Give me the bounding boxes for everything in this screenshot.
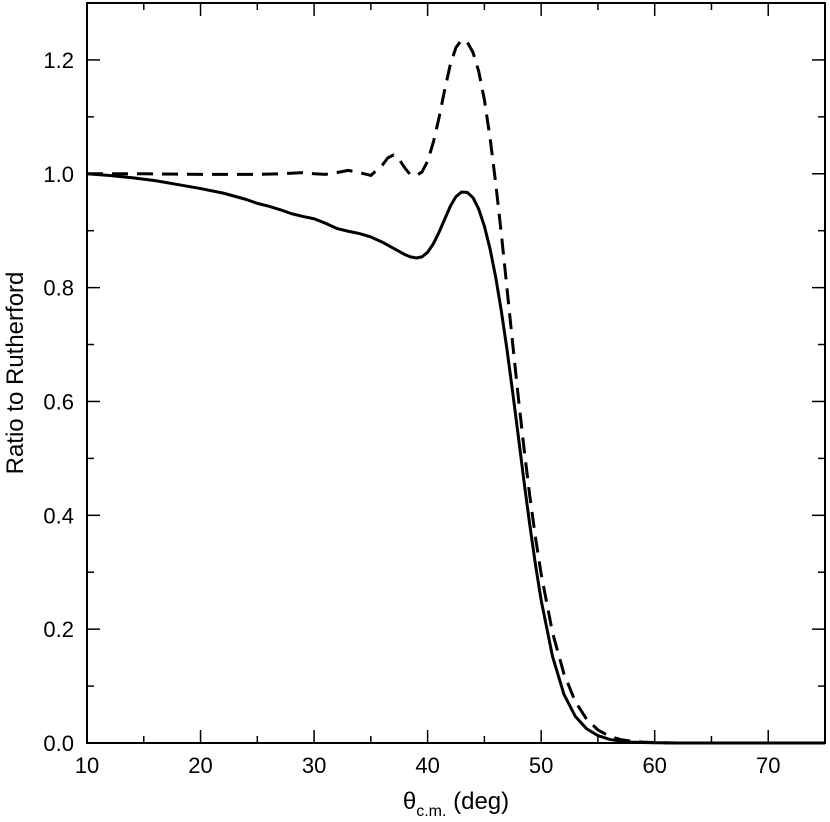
x-tick-label: 20 xyxy=(188,753,212,778)
minor-ticks xyxy=(87,2,826,743)
major-ticks xyxy=(86,3,825,744)
y-tick-label: 0.4 xyxy=(43,503,74,528)
plot-frame xyxy=(86,2,826,744)
x-tick-label: 70 xyxy=(756,753,780,778)
x-axis-title: θc.m. (deg) xyxy=(403,788,509,820)
x-tick-labels: 10 20 30 40 50 60 70 xyxy=(75,753,781,778)
x-axis-title-sub: c.m. xyxy=(416,803,446,820)
x-tick-label: 40 xyxy=(415,753,439,778)
y-tick-label: 0.2 xyxy=(43,617,74,642)
y-tick-labels: 0.0 0.2 0.4 0.6 0.8 1.0 1.2 xyxy=(43,48,74,756)
x-tick-label: 50 xyxy=(529,753,553,778)
x-tick-label: 10 xyxy=(75,753,99,778)
x-tick-label: 60 xyxy=(642,753,666,778)
x-tick-label: 30 xyxy=(302,753,326,778)
y-tick-label: 0.8 xyxy=(43,276,74,301)
solid-series-line xyxy=(86,172,825,745)
y-tick-label: 1.2 xyxy=(43,48,74,73)
y-tick-label: 1.0 xyxy=(43,162,74,187)
y-tick-label: 0.0 xyxy=(43,731,74,756)
y-tick-label: 0.6 xyxy=(43,389,74,414)
x-axis-title-base: θ xyxy=(403,788,416,815)
y-axis-title: Ratio to Rutherford xyxy=(2,272,29,475)
dashed-series-line xyxy=(87,38,825,745)
x-axis-title-rest: (deg) xyxy=(446,788,509,815)
series-layer xyxy=(86,38,825,745)
